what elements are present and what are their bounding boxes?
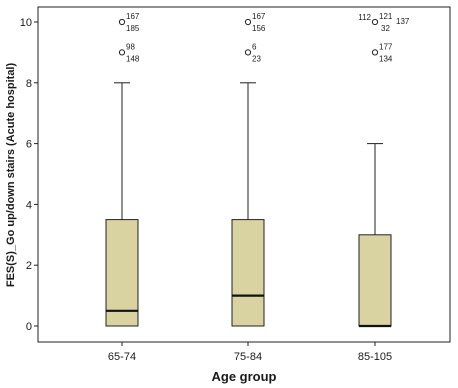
boxes: 167 185 98 148 167 156 6 23 112 121 32 137 177 134: [105, 12, 410, 328]
outlier-label: 167: [252, 12, 266, 21]
outlier-label: 98: [126, 42, 135, 51]
outlier-label: 6: [252, 42, 257, 51]
outlier-label: 32: [381, 24, 390, 33]
outlier-point: [244, 18, 252, 26]
x-axis: 65-74 75-84 85-105: [108, 342, 392, 363]
y-tick-label: 4: [26, 199, 32, 211]
y-axis: 0 2 4 6 8 10: [20, 17, 38, 333]
iqr-box: [105, 219, 139, 327]
outlier-point: [118, 18, 126, 26]
outlier-point: [118, 49, 126, 56]
outlier-point: [371, 49, 379, 56]
x-tick-label: 85-105: [358, 351, 392, 363]
y-axis-title: FES(S)_Go up/down stairs (Acute hospital…: [5, 63, 17, 288]
outlier-label: 23: [252, 54, 261, 63]
outlier-label: 134: [379, 54, 393, 63]
y-tick-label: 2: [26, 260, 32, 272]
x-tick-label: 65-74: [108, 351, 136, 363]
outlier-label: 121: [379, 12, 393, 21]
y-tick-label: 0: [26, 321, 32, 333]
outlier-label: 177: [379, 42, 393, 51]
box-group-65-74: 167 185 98 148: [105, 12, 140, 327]
outlier-label: 137: [396, 17, 410, 26]
outlier-point: [371, 18, 379, 26]
outlier-label: 156: [252, 24, 266, 33]
outlier-label: 148: [126, 54, 140, 63]
y-tick-label: 8: [26, 78, 32, 90]
x-tick-label: 75-84: [234, 351, 262, 363]
y-tick-label: 6: [26, 139, 32, 151]
x-axis-title: Age group: [212, 369, 277, 384]
outlier-label: 185: [126, 24, 140, 33]
outlier-label: 167: [126, 12, 140, 21]
y-tick-label: 10: [20, 17, 32, 29]
box-group-75-84: 167 156 6 23: [231, 12, 266, 327]
iqr-box: [231, 219, 265, 327]
iqr-box: [358, 234, 392, 327]
outlier-point: [244, 49, 252, 56]
outlier-label: 112: [358, 13, 371, 22]
box-group-85-105: 112 121 32 137 177 134: [358, 12, 410, 328]
